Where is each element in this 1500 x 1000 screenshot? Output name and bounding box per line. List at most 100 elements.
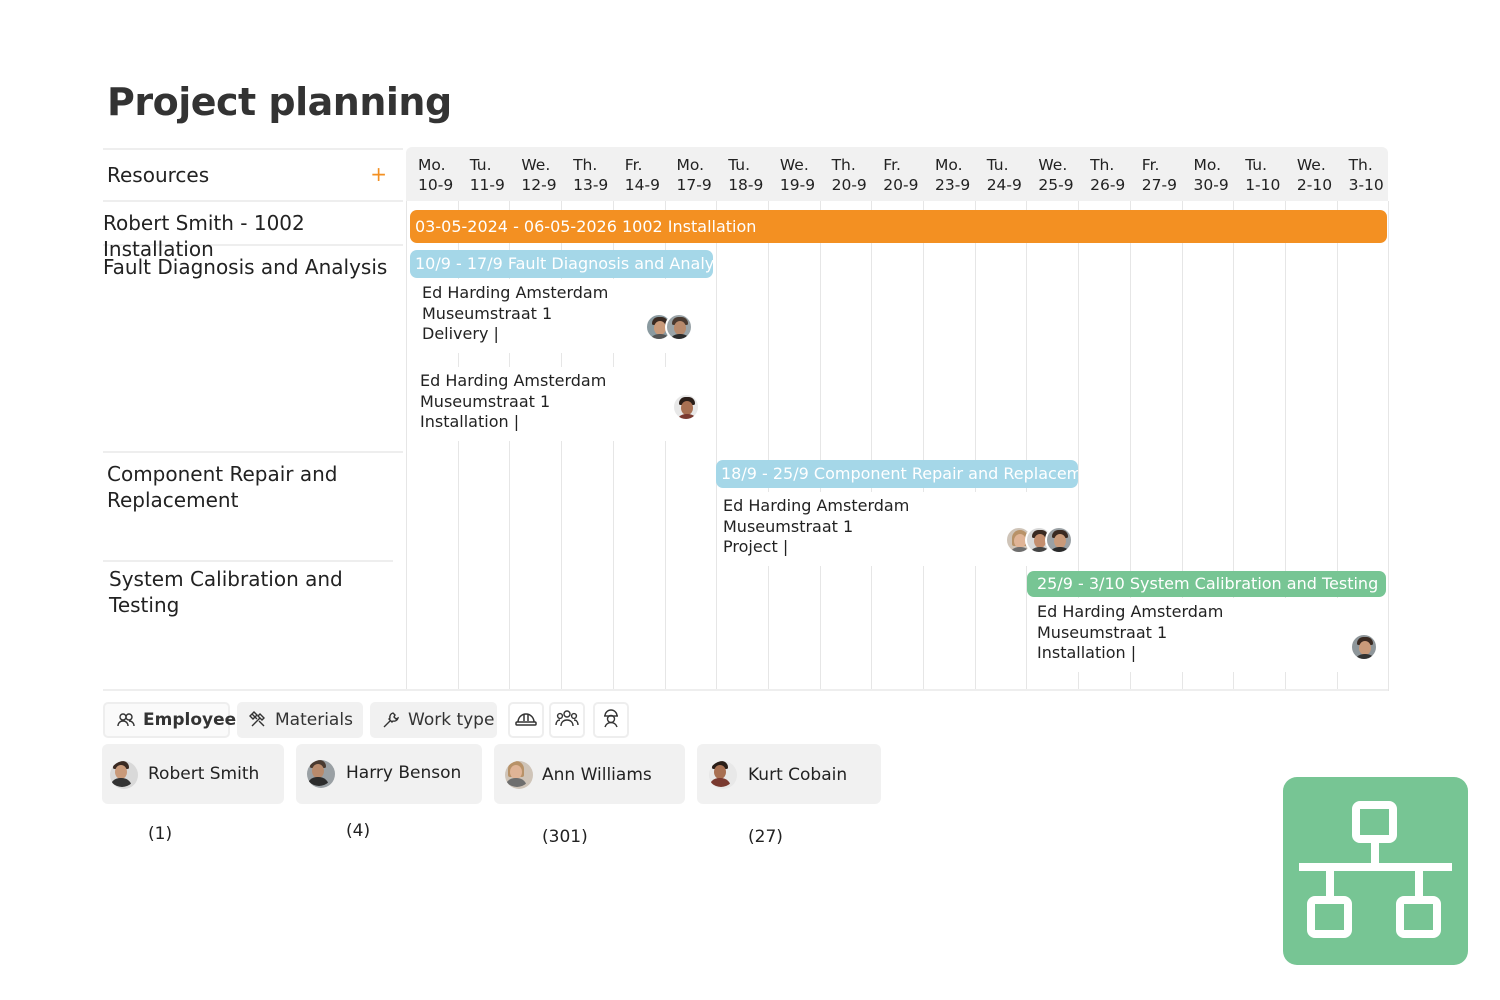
network-icon — [1283, 801, 1468, 969]
day-date: 12-9 — [521, 176, 557, 194]
employee-chip-robert-smith[interactable]: Robert Smith (1) — [102, 744, 284, 844]
day-of-week: Mo. — [1193, 156, 1222, 174]
avatar — [505, 761, 533, 789]
task-address: Museumstraat 1 — [723, 516, 854, 536]
grid-line — [819, 201, 821, 691]
day-of-week: Tu. — [986, 156, 1009, 174]
day-of-week: Mo. — [676, 156, 705, 174]
day-date: 17-9 — [676, 176, 712, 194]
team-button[interactable] — [549, 702, 585, 738]
day-date: 13-9 — [573, 176, 609, 194]
grid-line — [1336, 201, 1338, 691]
day-column-header: Th. 3-10 — [1349, 155, 1401, 195]
day-date: 1-10 — [1245, 176, 1281, 194]
task-address: Museumstraat 1 — [420, 391, 551, 411]
task-type: Installation | — [1037, 643, 1137, 662]
tab-materials[interactable]: Materials — [237, 702, 363, 738]
task-type: Project | — [723, 537, 789, 556]
resource-row-label: System Calibration and Testing — [109, 567, 343, 617]
resource-row-installation[interactable]: Robert Smith - 1002 Installation — [103, 202, 403, 261]
hard-hat-button[interactable] — [508, 702, 544, 738]
employee-chip-harry-benson[interactable]: Harry Benson (4) — [296, 744, 482, 841]
day-date: 25-9 — [1038, 176, 1074, 194]
day-of-week: Tu. — [1245, 156, 1268, 174]
task-card-project[interactable]: Ed Harding Amsterdam Museumstraat 1 Proj… — [717, 492, 1077, 566]
day-date: 18-9 — [728, 176, 764, 194]
tab-work-type-label: Work type — [408, 710, 495, 730]
resource-row-label: Component Repair and Replacement — [107, 462, 338, 512]
bar-component-repair[interactable]: 18/9 - 25/9 Component Repair and Replace… — [716, 460, 1078, 488]
timeline-grid: Mo. 10-9 Tu. 11-9 We. 12-9 Th. 13-9 Fr. 14-9 Mo. 17… — [406, 147, 1390, 691]
day-date: 27-9 — [1141, 176, 1177, 194]
worker-button[interactable] — [593, 702, 629, 738]
avatar — [110, 761, 138, 789]
day-of-week: Fr. — [883, 156, 901, 174]
day-date: 20-9 — [831, 176, 867, 194]
day-column-header: Tu. 11-9 — [470, 155, 522, 195]
resource-row-calibration[interactable]: System Calibration and Testing — [103, 562, 403, 617]
task-address: Museumstraat 1 — [1037, 622, 1168, 642]
day-column-header: We. 12-9 — [521, 155, 573, 195]
day-column-header: Th. 26-9 — [1090, 155, 1142, 195]
resources-header-label: Resources — [107, 163, 210, 187]
bar-system-calibration[interactable]: 25/9 - 3/10 System Calibration and Testi… — [1027, 571, 1386, 597]
day-column-header: Fr. 27-9 — [1142, 155, 1194, 195]
grid-bottom-divider — [103, 689, 1388, 691]
bar-installation[interactable]: 03-05-2024 - 06-05-2026 1002 Installatio… — [410, 210, 1387, 243]
employee-chip-ann-williams[interactable]: Ann Williams (301) — [494, 744, 685, 847]
day-of-week: Th. — [573, 156, 598, 174]
resource-row-label: Robert Smith - 1002 Installation — [103, 211, 305, 261]
tab-employees[interactable]: Employees — [103, 702, 246, 738]
day-of-week: Th. — [1090, 156, 1115, 174]
grid-line — [612, 201, 614, 691]
day-column-header: Fr. 20-9 — [883, 155, 935, 195]
grid-line — [871, 201, 873, 691]
team-icon — [555, 709, 579, 731]
day-of-week: Tu. — [728, 156, 751, 174]
add-resource-button[interactable]: + — [370, 162, 387, 186]
avatar — [709, 761, 737, 789]
resource-row-label: Fault Diagnosis and Analysis — [103, 255, 388, 279]
employee-chip-label: Harry Benson (4) — [346, 763, 462, 841]
tab-work-type[interactable]: Work type — [370, 702, 497, 738]
task-customer: Ed Harding Amsterdam — [1037, 602, 1224, 621]
grid-line — [1078, 201, 1080, 691]
resource-row-repair[interactable]: Component Repair and Replacement — [103, 453, 393, 562]
day-column-header: Tu. 1-10 — [1245, 155, 1297, 195]
task-customer: Ed Harding Amsterdam — [422, 283, 609, 302]
grid-line — [664, 201, 666, 691]
grid-line — [406, 201, 407, 691]
day-date: 23-9 — [935, 176, 971, 194]
tab-materials-label: Materials — [275, 710, 353, 730]
task-avatars — [1005, 526, 1073, 554]
day-of-week: Th. — [1348, 156, 1373, 174]
grid-line — [561, 201, 563, 691]
day-of-week: We. — [521, 156, 551, 174]
grid-line — [716, 201, 718, 691]
resource-row-fault[interactable]: Fault Diagnosis and Analysis — [103, 246, 403, 453]
task-address: Museumstraat 1 — [422, 303, 553, 323]
task-card-installation-2[interactable]: Ed Harding Amsterdam Museumstraat 1 Inst… — [1031, 598, 1383, 672]
worker-icon — [601, 708, 621, 732]
day-date: 11-9 — [469, 176, 505, 194]
day-date: 14-9 — [624, 176, 660, 194]
day-column-header: Fr. 14-9 — [625, 155, 677, 195]
people-icon — [115, 704, 137, 736]
task-card-installation[interactable]: Ed Harding Amsterdam Museumstraat 1 Inst… — [414, 367, 710, 441]
day-of-week: Fr. — [624, 156, 643, 174]
task-avatars — [672, 393, 700, 421]
bar-fault-diagnosis[interactable]: 10/9 - 17/9 Fault Diagnosis and Analysis — [410, 250, 713, 278]
grid-line — [509, 201, 511, 691]
day-of-week: Tu. — [469, 156, 492, 174]
task-type: Installation | — [420, 412, 520, 431]
grid-line — [923, 201, 924, 691]
employee-chip-kurt-cobain[interactable]: Kurt Cobain (27) — [697, 744, 881, 847]
day-date: 3-10 — [1348, 176, 1384, 194]
employee-chip-label: Robert Smith (1) — [148, 764, 260, 844]
grid-line — [1233, 201, 1235, 691]
day-date: 10-9 — [418, 176, 454, 194]
grid-line — [1181, 201, 1183, 691]
avatar — [665, 313, 693, 341]
day-of-week: We. — [1296, 156, 1326, 174]
day-column-header: Mo. 30-9 — [1194, 155, 1246, 195]
